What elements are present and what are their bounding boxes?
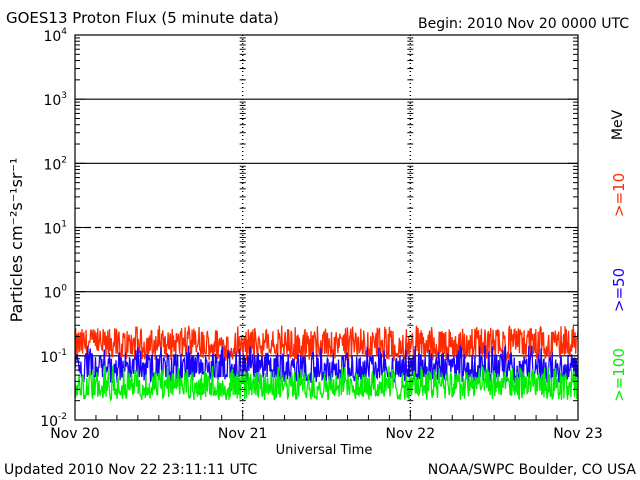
x-tick-label: Nov 23	[553, 426, 603, 442]
y-tick-label: 10-1	[40, 348, 67, 366]
legend-entry: >=100	[610, 348, 628, 402]
axis-ticks: 10-2 10-1 100 101 102 103 104 Nov 20 Nov 21 Nov 2…	[40, 27, 603, 442]
y-tick-label: 100	[43, 284, 67, 302]
x-axis-label: Universal Time	[276, 443, 373, 458]
legend-entry: >=10	[610, 173, 628, 217]
y-tick-label: 102	[43, 155, 67, 173]
series-line	[74, 365, 579, 402]
footer-credit: NOAA/SWPC Boulder, CO USA	[428, 462, 637, 478]
series-lines	[74, 325, 579, 402]
begin-label: Begin: 2010 Nov 20 0000 UTC	[418, 16, 629, 32]
footer-updated: Updated 2010 Nov 22 23:11:11 UTC	[4, 462, 257, 478]
y-tick-label: 10-2	[40, 412, 67, 430]
y-tick-label: 104	[43, 27, 67, 45]
series-line	[74, 325, 579, 364]
x-tick-label: Nov 20	[50, 426, 100, 442]
legend: >=10 >=50 >=100	[610, 173, 628, 402]
legend-entry: >=50	[610, 268, 628, 312]
x-tick-label: Nov 21	[218, 426, 268, 442]
chart-title: GOES13 Proton Flux (5 minute data)	[6, 9, 279, 27]
units-label: MeV	[610, 109, 626, 140]
y-tick-label: 101	[43, 220, 67, 238]
y-tick-label: 103	[43, 91, 67, 109]
x-tick-label: Nov 22	[386, 426, 436, 442]
y-axis-label: Particles cm⁻²s⁻¹sr⁻¹	[7, 158, 26, 323]
